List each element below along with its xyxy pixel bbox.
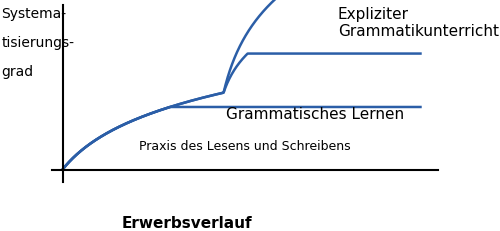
Text: Systema-: Systema- [2, 7, 66, 21]
Text: Praxis des Lesens und Schreibens: Praxis des Lesens und Schreibens [139, 139, 351, 152]
Text: Erwerbsverlauf: Erwerbsverlauf [122, 215, 252, 230]
Text: Expliziter
Grammatikunterricht: Expliziter Grammatikunterricht [338, 7, 499, 39]
Text: Grammatisches Lernen: Grammatisches Lernen [226, 106, 404, 122]
Text: tisierungs-: tisierungs- [2, 36, 74, 50]
Text: grad: grad [2, 65, 34, 79]
